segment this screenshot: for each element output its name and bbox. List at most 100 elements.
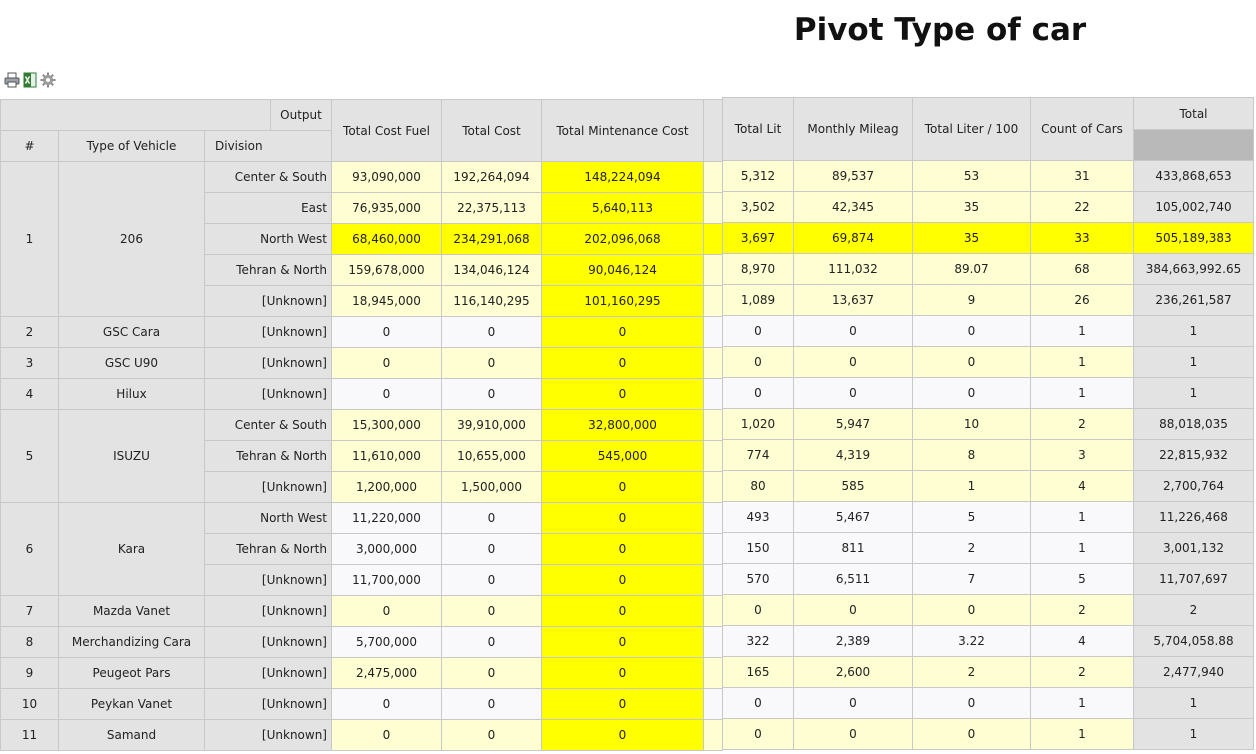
total-lit-cell: 3,502	[722, 191, 794, 223]
total-mintenance-cost-cell: 0	[541, 471, 704, 503]
total-cost-cell: 234,291,068	[441, 223, 542, 255]
total-cost-fuel-cell: 11,610,000	[331, 440, 442, 472]
division-cell[interactable]: [Unknown]	[204, 626, 332, 658]
total-liter-100-cell: 0	[912, 718, 1031, 750]
total-header-band	[1133, 129, 1254, 161]
total-liter-100-cell: 0	[912, 594, 1031, 626]
division-cell[interactable]: Center & South	[204, 161, 332, 193]
excel-export-icon[interactable]	[22, 72, 38, 88]
total-cost-cell: 0	[441, 316, 542, 348]
spacer-cell	[703, 285, 723, 317]
monthly-mileag-cell: 6,511	[793, 563, 913, 595]
division-cell[interactable]: [Unknown]	[204, 316, 332, 348]
spacer-cell	[703, 316, 723, 348]
division-cell[interactable]: [Unknown]	[204, 657, 332, 689]
division-cell[interactable]: Tehran & North	[204, 533, 332, 565]
vehicle-type-cell[interactable]: Peykan Vanet	[58, 688, 205, 720]
division-cell[interactable]: East	[204, 192, 332, 224]
total-cost-fuel-cell: 68,460,000	[331, 223, 442, 255]
vehicle-type-cell[interactable]: Mazda Vanet	[58, 595, 205, 627]
vehicle-type-cell[interactable]: Samand	[58, 719, 205, 751]
total-mintenance-cost-cell: 0	[541, 347, 704, 379]
monthly-mileag-cell: 5,947	[793, 408, 913, 440]
division-cell[interactable]: North West	[204, 223, 332, 255]
vehicle-type-cell[interactable]: 206	[58, 161, 205, 317]
vehicle-type-cell[interactable]: GSC U90	[58, 347, 205, 379]
monthly-mileag-cell: 0	[793, 315, 913, 347]
vehicle-type-cell[interactable]: Hilux	[58, 378, 205, 410]
col-header-monthly-mileag[interactable]: Monthly Mileag	[793, 97, 913, 161]
total-cell: 2,477,940	[1133, 656, 1254, 688]
printer-icon[interactable]	[4, 72, 20, 88]
count-of-cars-cell: 1	[1030, 501, 1134, 533]
settings-gear-icon[interactable]	[40, 72, 56, 88]
total-cost-cell: 0	[441, 688, 542, 720]
total-cell: 1	[1133, 718, 1254, 750]
table-row: 774 4,319 8 3 22,815,932	[722, 439, 1254, 471]
col-header-num: #	[0, 130, 59, 162]
row-number: 3	[0, 347, 59, 379]
total-mintenance-cost-cell: 0	[541, 316, 704, 348]
total-cost-fuel-cell: 159,678,000	[331, 254, 442, 286]
division-cell[interactable]: [Unknown]	[204, 347, 332, 379]
col-header-total-mintenance-cost[interactable]: Total Mintenance Cost	[541, 99, 704, 162]
total-lit-cell: 493	[722, 501, 794, 533]
total-liter-100-cell: 0	[912, 315, 1031, 347]
division-cell[interactable]: [Unknown]	[204, 471, 332, 503]
count-of-cars-cell: 2	[1030, 408, 1134, 440]
total-lit-cell: 80	[722, 470, 794, 502]
total-cell: 505,189,383	[1133, 222, 1254, 254]
vehicle-type-cell[interactable]: Peugeot Pars	[58, 657, 205, 689]
spacer-cell	[703, 688, 723, 720]
monthly-mileag-cell: 0	[793, 594, 913, 626]
table-row: 3,502 42,345 35 22 105,002,740	[722, 191, 1254, 223]
table-row: East 76,935,000 22,375,113 5,640,113	[1, 192, 723, 224]
division-cell[interactable]: [Unknown]	[204, 564, 332, 596]
col-header-total[interactable]: Total	[1133, 97, 1254, 130]
division-cell[interactable]: [Unknown]	[204, 595, 332, 627]
monthly-mileag-cell: 2,389	[793, 625, 913, 657]
division-cell[interactable]: [Unknown]	[204, 719, 332, 751]
vehicle-type-cell[interactable]: Merchandizing Cara	[58, 626, 205, 658]
total-cost-fuel-cell: 0	[331, 595, 442, 627]
division-cell[interactable]: [Unknown]	[204, 378, 332, 410]
col-header-total-cost[interactable]: Total Cost	[441, 99, 542, 162]
total-cost-cell: 39,910,000	[441, 409, 542, 441]
col-header-total-lit[interactable]: Total Lit	[722, 97, 794, 161]
table-row: 493 5,467 5 1 11,226,468	[722, 501, 1254, 533]
division-cell[interactable]: [Unknown]	[204, 285, 332, 317]
division-cell[interactable]: [Unknown]	[204, 688, 332, 720]
total-cost-cell: 0	[441, 564, 542, 596]
total-cost-fuel-cell: 0	[331, 719, 442, 751]
monthly-mileag-cell: 13,637	[793, 284, 913, 316]
row-number: 10	[0, 688, 59, 720]
total-mintenance-cost-cell: 0	[541, 502, 704, 534]
total-mintenance-cost-cell: 202,096,068	[541, 223, 704, 255]
table-row: 2 GSC Cara [Unknown] 0 0 0	[0, 316, 723, 348]
spacer-cell	[703, 502, 723, 534]
division-cell[interactable]: Tehran & North	[204, 254, 332, 286]
col-header-total-liter-100[interactable]: Total Liter / 100	[912, 97, 1031, 161]
col-header-count-of-cars[interactable]: Count of Cars	[1030, 97, 1134, 161]
vehicle-type-cell[interactable]: ISUZU	[58, 409, 205, 503]
vehicle-type-cell[interactable]: Kara	[58, 502, 205, 596]
total-cell: 2	[1133, 594, 1254, 626]
division-cell[interactable]: North West	[204, 502, 332, 534]
table-row: [Unknown] 18,945,000 116,140,295 101,160,29…	[1, 285, 723, 317]
total-cell: 1	[1133, 346, 1254, 378]
spacer-cell	[703, 161, 723, 193]
total-cost-cell: 22,375,113	[441, 192, 542, 224]
col-header-total-cost-fuel[interactable]: Total Cost Fuel	[331, 99, 442, 162]
table-row: 8,970 111,032 89.07 68 384,663,992.65	[722, 253, 1254, 285]
total-cost-fuel-cell: 93,090,000	[331, 161, 442, 193]
col-header-division[interactable]: Division	[204, 130, 332, 162]
table-row: 150 811 2 1 3,001,132	[722, 532, 1254, 564]
col-header-type-of-vehicle[interactable]: Type of Vehicle	[58, 130, 205, 162]
division-cell[interactable]: Center & South	[204, 409, 332, 441]
division-cell[interactable]: Tehran & North	[204, 440, 332, 472]
vehicle-type-cell[interactable]: GSC Cara	[58, 316, 205, 348]
monthly-mileag-cell: 0	[793, 346, 913, 378]
count-of-cars-cell: 1	[1030, 718, 1134, 750]
